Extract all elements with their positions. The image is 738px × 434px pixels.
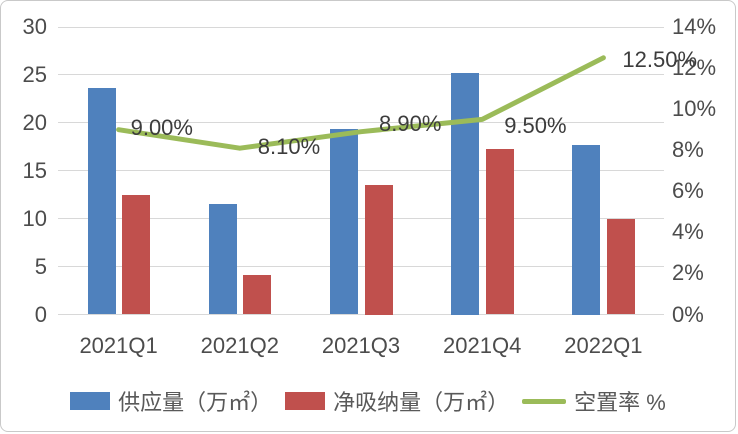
gridline (58, 314, 664, 315)
vacancy-rate-data-label: 8.10% (257, 134, 321, 160)
vacancy-rate-data-label: 12.50% (622, 46, 698, 72)
left-axis-tick: 0 (34, 301, 47, 327)
left-axis-tick: 5 (34, 253, 47, 279)
right-axis-tick: 10% (672, 96, 717, 122)
x-axis-label: 2021Q2 (200, 333, 279, 358)
supply-bar (330, 128, 358, 315)
right-axis-tick: 0% (672, 301, 704, 327)
right-axis-tick: 8% (672, 137, 704, 163)
left-axis-tick: 10 (22, 205, 47, 231)
x-axis-label: 2021Q3 (321, 333, 401, 358)
gridline (58, 218, 664, 220)
supply-bar (87, 88, 116, 315)
gridline (58, 26, 664, 28)
absorption-bar (122, 194, 151, 315)
right-axis-tick: 4% (672, 219, 704, 245)
legend-item: 空置率 % (522, 385, 666, 417)
legend: 供应量（万㎡） 净吸纳量（万㎡） 空置率 % (1, 385, 735, 417)
legend-label: 净吸纳量（万㎡） (333, 390, 510, 415)
gridline (58, 122, 664, 124)
vacancy-rate-data-label: 9.50% (504, 113, 567, 139)
x-axis-label: 2021Q4 (443, 333, 522, 358)
left-axis-tick: 30 (22, 14, 47, 39)
absorption-bar (243, 275, 272, 315)
left-axis-tick: 25 (22, 61, 47, 87)
legend-bar-swatch (285, 392, 326, 410)
absorption-bar (606, 218, 635, 315)
right-axis-tick: 12% (672, 55, 717, 81)
gridline (58, 170, 664, 172)
legend-item: 供应量（万㎡） (70, 385, 272, 417)
vacancy-rate-data-label: 8.90% (379, 110, 442, 136)
legend-bar-swatch (70, 392, 111, 410)
legend-label: 供应量（万㎡） (118, 390, 273, 415)
supply-bar (451, 73, 480, 315)
absorption-bar (364, 185, 393, 315)
absorption-bar (485, 148, 514, 315)
legend-line-swatch (522, 398, 567, 404)
left-axis-tick: 20 (22, 109, 47, 135)
legend-label: 空置率 % (574, 390, 666, 415)
vacancy-rate-line (116, 55, 606, 151)
gridline (58, 74, 664, 76)
gridline (58, 266, 664, 268)
vacancy-rate-data-label: 9.00% (130, 114, 193, 140)
right-axis-tick: 14% (672, 14, 717, 39)
x-axis-label: 2022Q1 (564, 333, 643, 358)
supply-bar (208, 204, 237, 315)
supply-bar (572, 144, 601, 315)
left-axis-tick: 15 (22, 157, 47, 183)
right-axis-tick: 2% (672, 260, 704, 286)
legend-item: 净吸纳量（万㎡） (285, 385, 509, 417)
x-axis-label: 2021Q1 (79, 333, 158, 358)
right-axis-tick: 6% (672, 178, 704, 204)
